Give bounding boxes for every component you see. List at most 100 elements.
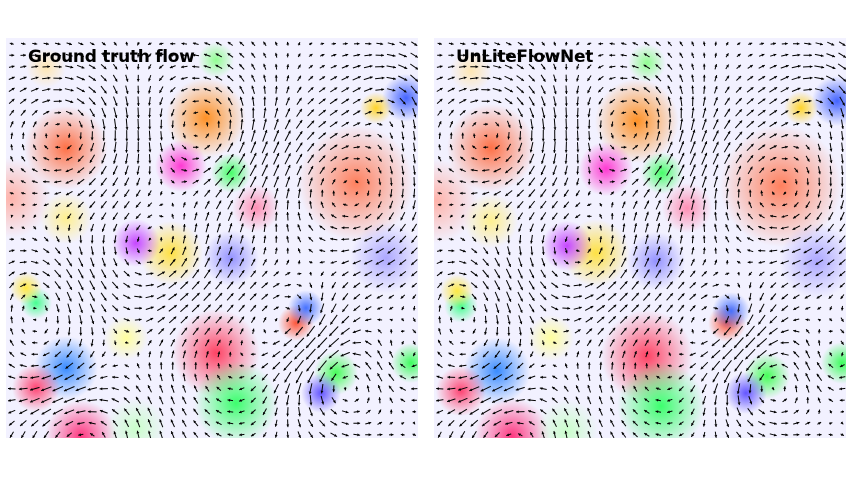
flow-arrow-head	[45, 296, 49, 300]
flow-arrow-head	[681, 141, 684, 145]
flow-arrow-head	[55, 203, 59, 207]
flow-arrow-head	[230, 293, 234, 297]
flow-arrow-head	[170, 101, 174, 105]
flow-arrow-head	[47, 76, 51, 80]
flow-arrow-head	[137, 341, 140, 344]
flow-arrow-head	[817, 306, 821, 310]
flow-arrow-head	[332, 202, 335, 206]
flow-arrow-head	[646, 211, 649, 215]
flow-arrow-head	[192, 65, 195, 69]
flow-arrow-head	[366, 181, 370, 185]
flow-arrow-head	[136, 419, 139, 423]
flow-arrow-head	[529, 149, 533, 153]
flow-arrow-head	[413, 172, 416, 175]
flow-arrow-head	[265, 152, 268, 156]
flow-arrow-head	[531, 66, 535, 70]
flow-arrow-head	[774, 87, 778, 90]
flow-arrow-head	[612, 168, 615, 172]
flow-arrow-head	[379, 122, 383, 126]
flow-arrow-head	[726, 176, 730, 180]
flow-arrow-head	[286, 259, 289, 263]
flow-arrow-head	[472, 227, 476, 231]
flow-arrow-head	[239, 64, 243, 67]
flow-arrow-head	[10, 316, 14, 320]
flow-arrow-head	[461, 132, 465, 136]
flow-color-patch	[288, 290, 324, 326]
flow-arrow-head	[587, 182, 591, 185]
flow-arrow-head	[680, 129, 684, 133]
flow-arrow-head	[703, 271, 707, 275]
flow-arrow-head	[206, 246, 210, 249]
flow-arrow-head	[345, 410, 349, 414]
flow-arrow-head	[77, 181, 81, 185]
flow-arrow-head	[330, 249, 333, 253]
flow-arrow-head	[622, 122, 626, 126]
flow-arrow-head	[635, 304, 639, 308]
flow-arrow-head	[483, 354, 486, 358]
flow-arrow-head	[714, 188, 718, 191]
flow-arrow-head	[451, 65, 455, 68]
flow-arrow-head	[103, 54, 106, 58]
flow-arrow-head	[352, 249, 356, 253]
flow-arrow-head	[806, 193, 809, 197]
flow-arrow-head	[447, 399, 450, 403]
flow-arrow-head	[207, 257, 210, 261]
flow-arrow-head	[624, 316, 628, 320]
flow-arrow-head	[123, 397, 127, 401]
flow-arrow-head	[587, 203, 591, 206]
flow-arrow-head	[391, 100, 395, 103]
flow-arrow-head	[33, 132, 37, 136]
flow-arrow-head	[159, 226, 163, 230]
flow-arrow-head	[115, 274, 118, 278]
flow-arrow-head	[484, 342, 487, 346]
flow-arrow-head	[102, 252, 106, 255]
flow-arrow-head	[750, 87, 754, 90]
flow-arrow-head	[620, 76, 623, 80]
flow-arrow-head	[553, 251, 557, 255]
flow-arrow-head	[125, 341, 129, 344]
flow-arrow-head	[508, 298, 512, 302]
flow-arrow-head	[411, 398, 415, 402]
flow-arrow-head	[11, 249, 15, 253]
flow-arrow-head	[589, 260, 592, 263]
flow-arrow-head	[413, 330, 416, 334]
flow-arrow-head	[785, 410, 788, 413]
flow-arrow-head	[366, 204, 370, 208]
flow-arrow-head	[148, 182, 151, 186]
flow-arrow-head	[734, 368, 738, 372]
flow-arrow-head	[646, 143, 650, 147]
flow-arrow-head	[365, 215, 369, 219]
flow-arrow-head	[704, 152, 708, 156]
flow-arrow-head	[462, 249, 466, 253]
flow-arrow-head	[136, 91, 140, 94]
flow-arrow-head	[587, 102, 591, 106]
flow-arrow-head	[669, 316, 673, 320]
flow-arrow-head	[46, 273, 50, 277]
flow-arrow-head	[739, 120, 743, 124]
flow-arrow-head	[474, 250, 477, 253]
flow-arrow-head	[66, 354, 70, 358]
flow-arrow-head	[667, 85, 671, 89]
flow-arrow-head	[613, 304, 617, 308]
flow-arrow-head	[804, 284, 808, 288]
flow-arrow-head	[204, 409, 208, 413]
flow-arrow-head	[204, 53, 207, 57]
flow-arrow-head	[770, 308, 774, 312]
flow-arrow-head	[622, 373, 625, 377]
flow-arrow-head	[634, 234, 638, 238]
flow-arrow-head	[623, 339, 626, 343]
flow-arrow-head	[380, 99, 384, 103]
flow-arrow-head	[622, 350, 626, 354]
flow-arrow-head	[320, 272, 324, 276]
flow-arrow-head	[10, 226, 14, 229]
flow-arrow-head	[242, 153, 245, 157]
flow-arrow-head	[206, 339, 210, 343]
flow-arrow-head	[228, 108, 232, 112]
flow-arrow-head	[89, 159, 93, 163]
flow-arrow-head	[342, 375, 346, 379]
flow-arrow-head	[567, 284, 571, 287]
flow-arrow-head	[411, 387, 414, 391]
flow-arrow-head	[496, 123, 499, 127]
flow-arrow-head	[622, 362, 626, 365]
flow-arrow-head	[125, 228, 128, 232]
